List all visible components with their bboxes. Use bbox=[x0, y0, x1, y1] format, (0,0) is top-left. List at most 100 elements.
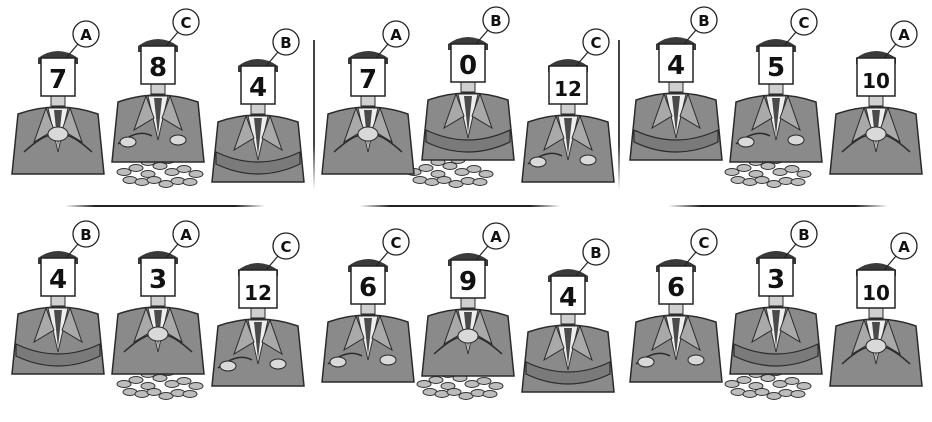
lapel-left bbox=[751, 94, 773, 132]
letter-bubble bbox=[690, 228, 718, 256]
coin bbox=[436, 176, 452, 184]
tie bbox=[254, 118, 262, 156]
coin bbox=[182, 178, 198, 186]
coin bbox=[428, 376, 444, 384]
face-number: 4 bbox=[49, 265, 67, 295]
coin bbox=[416, 380, 432, 388]
coin bbox=[736, 376, 752, 384]
coin bbox=[724, 380, 740, 388]
bubble-pointer bbox=[683, 29, 697, 45]
coin bbox=[748, 382, 764, 390]
coin bbox=[796, 170, 812, 178]
lapel-left bbox=[343, 106, 365, 144]
face-number: 0 bbox=[459, 51, 477, 81]
lapel-left bbox=[443, 92, 465, 130]
face-number: 10 bbox=[862, 281, 890, 305]
letter-bubble bbox=[890, 232, 918, 260]
bubble-letter: C bbox=[698, 234, 709, 252]
bubble-pointer bbox=[575, 51, 589, 67]
letter-bubble bbox=[72, 20, 100, 48]
letter-bubble bbox=[582, 28, 610, 56]
letter-bubble bbox=[690, 6, 718, 34]
coin bbox=[182, 390, 198, 398]
hand-with-coins bbox=[737, 136, 755, 148]
face-number-card bbox=[450, 259, 486, 299]
lapel-right bbox=[161, 94, 183, 132]
letter-bubble bbox=[790, 220, 818, 248]
person-figure: 9A bbox=[421, 222, 515, 377]
coin bbox=[446, 388, 462, 396]
crossed-arms bbox=[733, 343, 819, 367]
bubble-letter: A bbox=[898, 26, 910, 44]
coin bbox=[440, 382, 456, 390]
bubble-letter: A bbox=[390, 26, 402, 44]
face-number-card bbox=[758, 257, 794, 297]
coin bbox=[188, 382, 204, 390]
lapel-right bbox=[679, 92, 701, 130]
bubble-letter: B bbox=[80, 226, 91, 244]
coin bbox=[176, 165, 192, 173]
person-figure: 3A bbox=[111, 220, 205, 375]
lapel-left bbox=[133, 94, 155, 132]
coin bbox=[476, 377, 492, 385]
face-number-card bbox=[238, 269, 278, 309]
tie bbox=[772, 98, 780, 136]
person-figure: 6C bbox=[629, 228, 723, 383]
letter-bubble bbox=[582, 238, 610, 266]
face-number: 12 bbox=[554, 77, 582, 101]
face-number-card bbox=[856, 57, 896, 97]
coin bbox=[442, 162, 458, 170]
hand-with-coins bbox=[637, 356, 655, 368]
face-number: 3 bbox=[149, 265, 167, 295]
face-number-card bbox=[140, 257, 176, 297]
coin bbox=[482, 390, 498, 398]
lapel-right bbox=[571, 114, 593, 152]
hand-right bbox=[787, 134, 805, 146]
bubble-letter: C bbox=[390, 234, 401, 252]
coin-pile bbox=[406, 156, 494, 188]
tie bbox=[464, 96, 472, 134]
lapel-right bbox=[679, 314, 701, 352]
lapel-right bbox=[371, 314, 393, 352]
crossed-arms bbox=[633, 129, 719, 153]
person-figure: 10 A bbox=[829, 232, 923, 387]
lapel-left bbox=[851, 318, 873, 356]
letter-bubble bbox=[382, 228, 410, 256]
hands-with-phone bbox=[457, 328, 479, 344]
coin bbox=[176, 377, 192, 385]
lapel-right bbox=[471, 92, 493, 130]
coin bbox=[466, 165, 482, 173]
lapel-left bbox=[233, 318, 255, 356]
lapel-left bbox=[751, 306, 773, 344]
coin bbox=[146, 176, 162, 184]
face-number-card bbox=[350, 57, 386, 97]
person-figure: 4B bbox=[521, 238, 615, 393]
coin bbox=[188, 170, 204, 178]
coin bbox=[128, 164, 144, 172]
hands-with-phone bbox=[47, 126, 69, 142]
coin bbox=[754, 176, 770, 184]
lapel-right bbox=[879, 318, 901, 356]
tie bbox=[154, 98, 162, 136]
coin bbox=[748, 170, 764, 178]
face-number-card bbox=[140, 45, 176, 85]
face-number: 3 bbox=[767, 265, 785, 295]
bubble-letter: B bbox=[698, 12, 709, 30]
hand-right bbox=[687, 354, 705, 366]
panel-divider-vertical bbox=[313, 40, 315, 190]
tie bbox=[672, 318, 680, 356]
lapel-right bbox=[61, 306, 83, 344]
coin bbox=[128, 376, 144, 384]
lapel-right bbox=[471, 308, 493, 346]
coin bbox=[724, 168, 740, 176]
person-figure: 3B bbox=[729, 220, 823, 375]
hand-right bbox=[169, 134, 187, 146]
lapel-left bbox=[651, 314, 673, 352]
letter-bubble bbox=[890, 20, 918, 48]
lapel-left bbox=[443, 308, 465, 346]
face-number: 9 bbox=[459, 267, 477, 297]
crossed-arms bbox=[425, 129, 511, 153]
face-number: 4 bbox=[249, 73, 267, 103]
